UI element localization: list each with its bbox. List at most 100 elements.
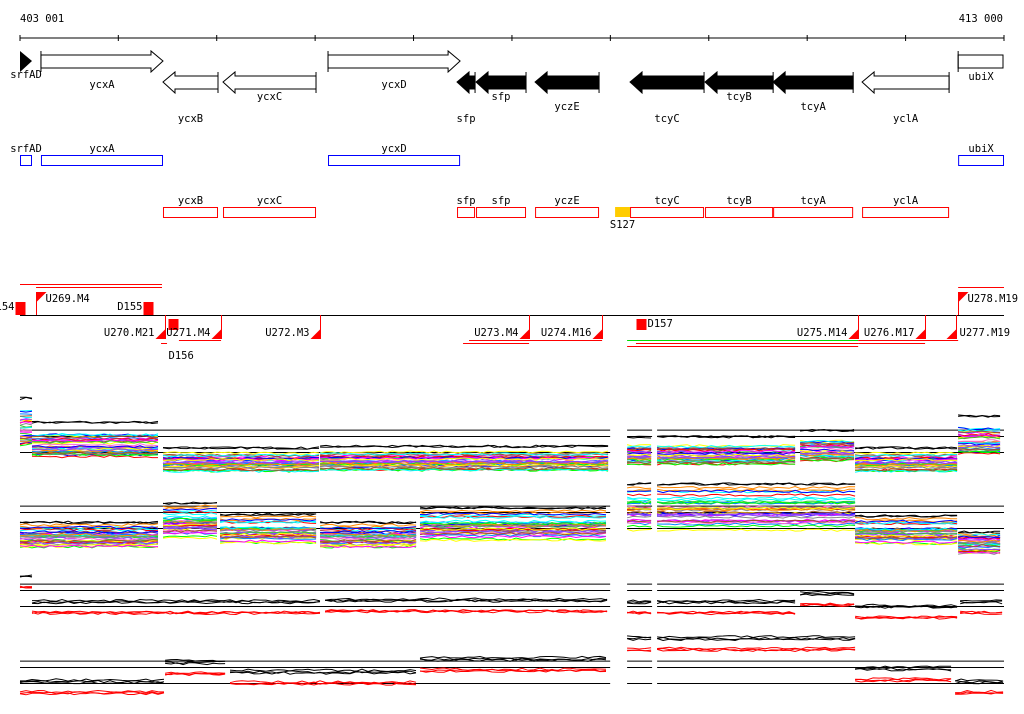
expression-series-line xyxy=(320,468,609,472)
expression-series-line xyxy=(162,531,218,535)
regulatory-label: D157 xyxy=(648,318,673,330)
expression-series-line xyxy=(954,678,1004,682)
expression-series-line xyxy=(855,469,958,473)
expression-series-line xyxy=(31,445,159,449)
regulatory-label: U277.M19 xyxy=(960,327,1011,339)
expression-series-line xyxy=(855,453,958,458)
expression-series-line xyxy=(657,450,796,454)
expression-series-line xyxy=(626,444,652,447)
expression-series-line xyxy=(320,545,417,548)
expression-series-line xyxy=(627,501,652,505)
expression-series-line xyxy=(855,460,958,465)
expression-series-line xyxy=(656,455,796,459)
gene-label: ycxC xyxy=(257,91,282,103)
expression-series-line xyxy=(854,457,958,461)
terminator-square xyxy=(168,319,179,330)
expression-series-line xyxy=(958,545,1001,549)
expression-series-line xyxy=(320,450,609,454)
gene-label: srfAD xyxy=(10,69,42,81)
gene-arrow xyxy=(861,70,950,95)
reverse-operon-box xyxy=(773,207,854,218)
expression-series-line xyxy=(162,529,218,533)
expression-series-line xyxy=(657,451,796,455)
expression-series-line xyxy=(627,490,652,493)
expression-series-line xyxy=(657,462,796,466)
expression-series-line xyxy=(19,443,33,447)
expression-series-line xyxy=(627,498,652,502)
expression-series-line xyxy=(800,452,855,455)
expression-series-line xyxy=(627,463,652,466)
expression-series-line xyxy=(855,603,958,608)
expression-series-line xyxy=(657,488,856,492)
terminator-square xyxy=(143,302,154,315)
expression-series-line xyxy=(657,485,856,490)
expression-series-line xyxy=(220,531,317,535)
expression-series-line xyxy=(627,636,652,640)
expression-series-line xyxy=(800,444,855,449)
expression-series-line xyxy=(854,532,958,536)
gene-label: ubiX xyxy=(968,71,994,83)
expression-series-line xyxy=(162,462,320,467)
regulatory-label: D155 xyxy=(117,301,142,313)
expression-series-line xyxy=(19,421,33,424)
expression-series-line xyxy=(162,529,218,533)
expression-series-line xyxy=(958,535,1001,539)
expression-series-line xyxy=(958,441,1001,445)
expression-series-line xyxy=(220,539,317,543)
expression-series-line xyxy=(419,531,607,536)
reverse-operon-box xyxy=(223,207,317,218)
forward-operon-box xyxy=(40,155,163,166)
promoter-flag xyxy=(915,329,926,339)
expression-series-line xyxy=(627,612,652,615)
expression-series-line xyxy=(19,692,165,696)
reverse-operon-label: yclA xyxy=(893,195,919,207)
expression-series-line xyxy=(958,539,1001,542)
gene-arrow xyxy=(40,49,164,74)
expression-series-line xyxy=(657,522,856,526)
expression-series-line xyxy=(220,512,317,517)
expression-series-line xyxy=(19,586,32,589)
regulatory-label: D154 xyxy=(0,301,15,313)
expression-series-line xyxy=(854,529,958,533)
expression-series-line xyxy=(627,647,652,650)
expression-series-line xyxy=(162,453,320,458)
expression-series-line xyxy=(958,442,1001,446)
expression-series-line xyxy=(162,504,217,508)
promoter-flag xyxy=(958,292,969,302)
expression-series-line xyxy=(656,637,856,642)
gene-label: ycxD xyxy=(381,79,406,91)
expression-series-line xyxy=(220,518,317,522)
regulatory-label: U273.M4 xyxy=(474,327,518,339)
reverse-operon-box xyxy=(705,207,774,218)
promoter-flag xyxy=(848,329,859,339)
gene-arrow xyxy=(704,70,774,95)
reverse-operon-label: ycxB xyxy=(178,195,203,207)
expression-series-line xyxy=(19,418,33,421)
expression-series-line xyxy=(31,435,159,439)
expression-series-line xyxy=(800,590,855,595)
expression-series-line xyxy=(19,525,159,530)
promoter-flag xyxy=(519,329,530,339)
expression-series-line xyxy=(162,512,218,516)
expression-series-line xyxy=(19,680,165,685)
expression-series-line xyxy=(955,692,1004,695)
regulatory-label: U270.M21 xyxy=(104,327,155,339)
expression-series-line xyxy=(657,636,856,640)
expression-series-line xyxy=(627,524,652,528)
expression-series-line xyxy=(800,428,855,432)
gene-arrow xyxy=(20,51,33,72)
expression-series-line xyxy=(31,454,158,459)
expression-series-line xyxy=(19,534,159,538)
reverse-operon-box xyxy=(476,207,527,218)
expression-series-line xyxy=(855,458,958,462)
expression-series-line xyxy=(800,593,855,597)
expression-series-line xyxy=(320,456,609,461)
expression-series-line xyxy=(164,672,226,677)
promoter-flag xyxy=(592,329,603,339)
expression-series-line xyxy=(855,516,958,521)
expression-series-line xyxy=(627,507,652,510)
expression-series-line xyxy=(657,646,856,650)
expression-series-line xyxy=(657,496,856,500)
expression-series-line xyxy=(419,535,607,539)
